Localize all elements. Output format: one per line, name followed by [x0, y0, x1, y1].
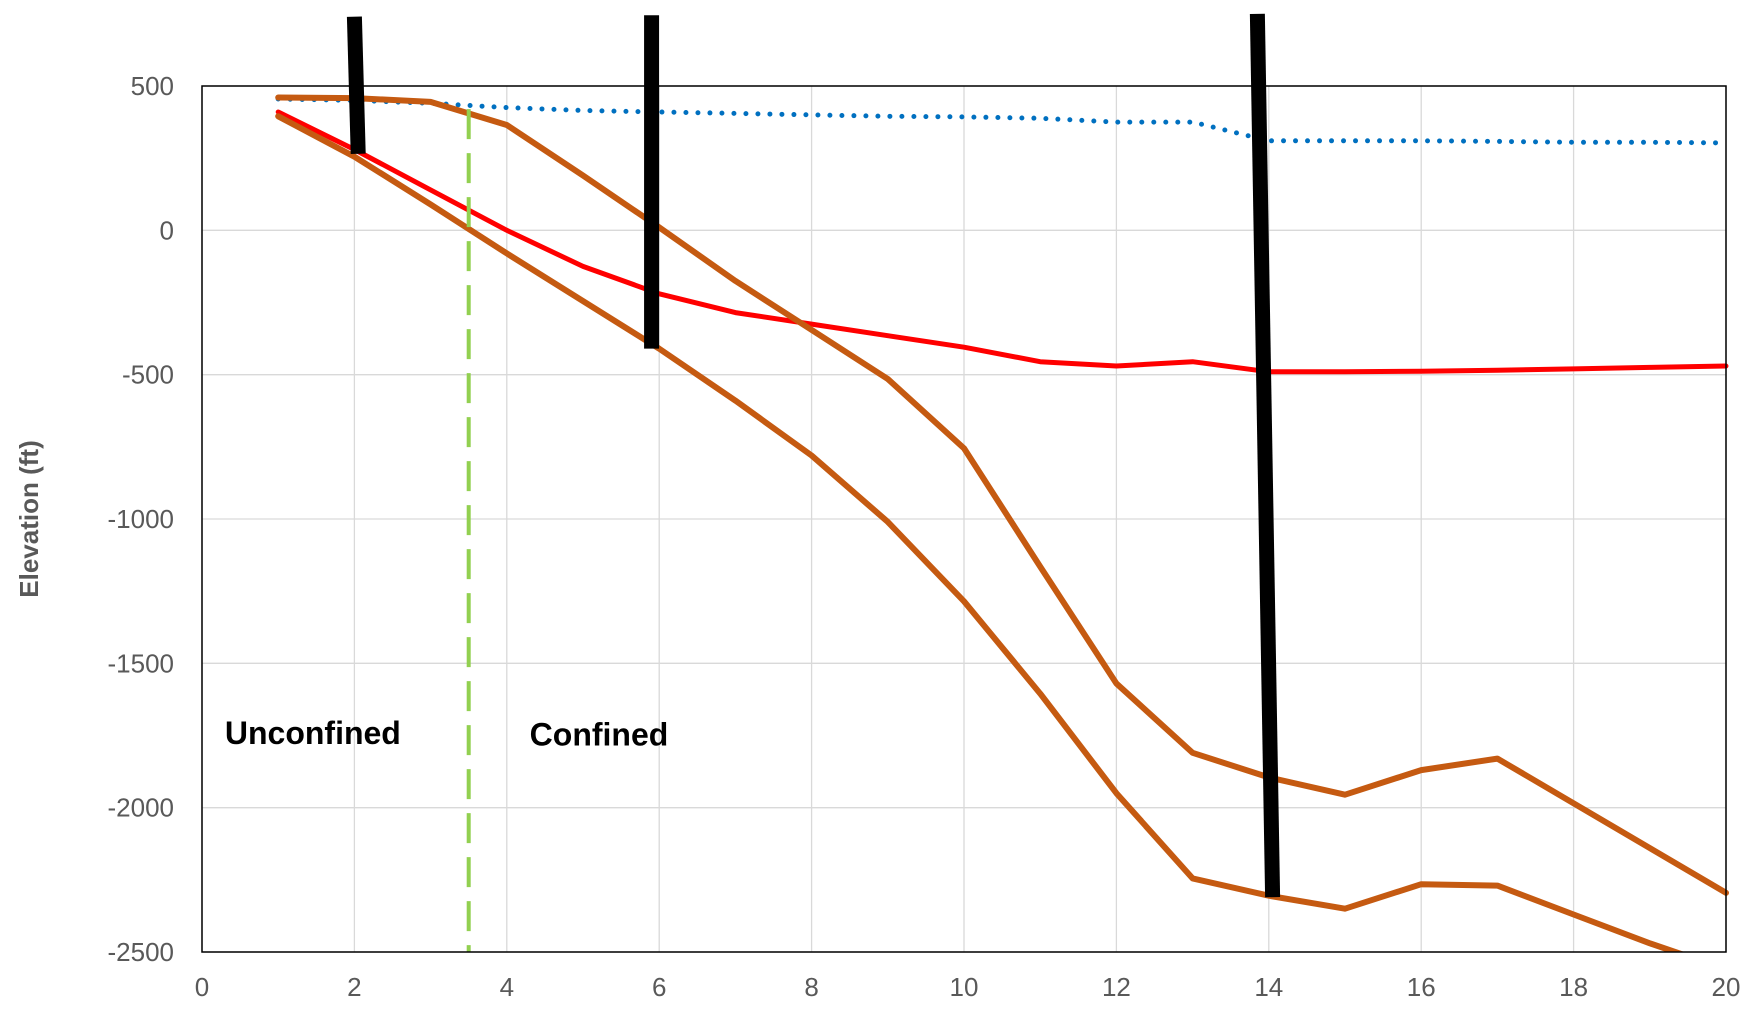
x-tick-label: 2 [347, 972, 361, 1002]
x-tick-label: 4 [500, 972, 514, 1002]
x-tick-label: 6 [652, 972, 666, 1002]
x-tick-label: 18 [1559, 972, 1588, 1002]
y-tick-label: -2500 [108, 937, 175, 967]
x-tick-label: 14 [1254, 972, 1283, 1002]
upper-orange-elevation-line [275, 94, 1729, 896]
x-tick-label: 12 [1102, 972, 1131, 1002]
y-tick-label: -500 [122, 360, 174, 390]
y-tick-label: 0 [160, 215, 174, 245]
x-tick-label: 20 [1712, 972, 1741, 1002]
x-tick-label: 16 [1407, 972, 1436, 1002]
well-line [1249, 13, 1281, 898]
y-tick-label: 500 [131, 71, 174, 101]
tick-labels: 0 2 4 6 8 10 12 14 16 18 20 500 0 -500 -1000 -1500 -2000… [108, 71, 1741, 1002]
water-level-dotted-line [275, 96, 1729, 146]
unconfined-label: Unconfined [225, 715, 401, 751]
y-axis-label: Elevation (ft) [14, 440, 44, 597]
y-tick-label: -2000 [108, 793, 175, 823]
x-tick-label: 10 [950, 972, 979, 1002]
x-tick-label: 0 [195, 972, 209, 1002]
plot-area-border [201, 85, 1727, 953]
overlays: Unconfined Confined [225, 13, 1281, 952]
y-tick-label: -1000 [108, 504, 175, 534]
confined-label: Confined [530, 717, 669, 753]
series-lines [275, 94, 1729, 952]
lower-orange-elevation-line [275, 113, 1685, 952]
red-elevation-line [275, 109, 1729, 375]
x-tick-label: 8 [804, 972, 818, 1002]
y-tick-label: -1500 [108, 648, 175, 678]
